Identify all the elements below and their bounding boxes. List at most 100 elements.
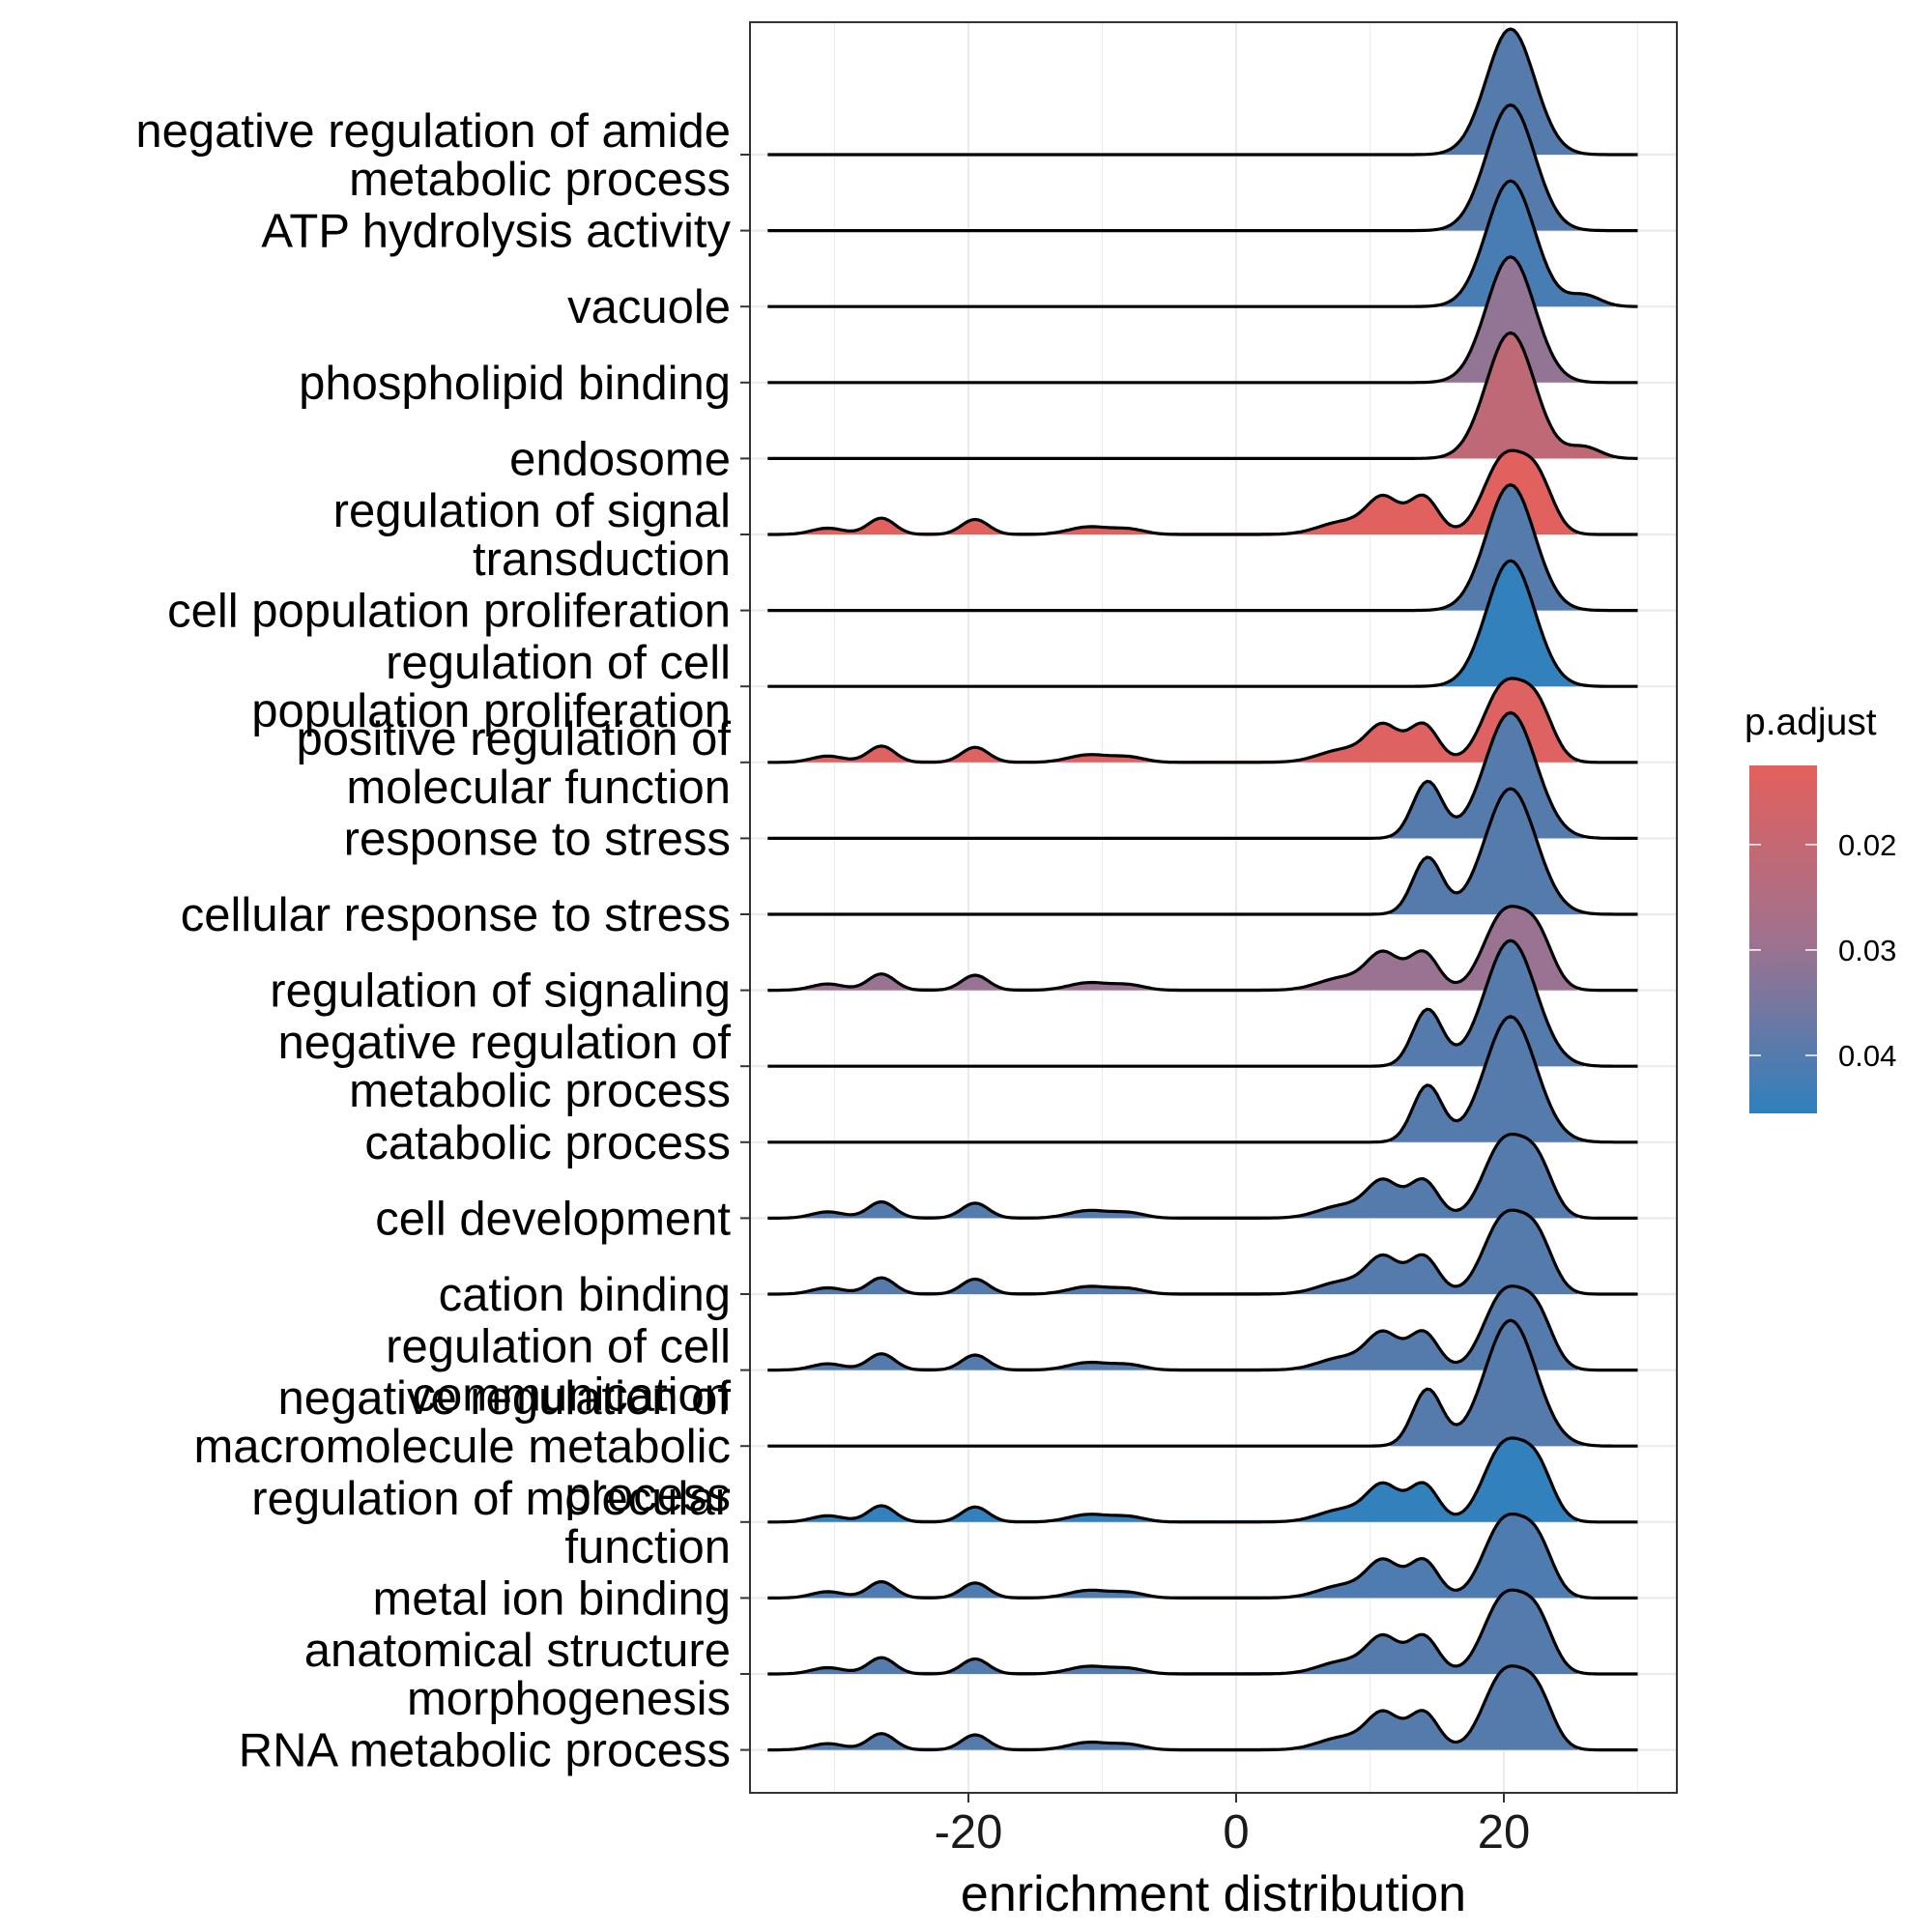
ridge-fill	[800, 1210, 1578, 1294]
ridge	[767, 483, 1638, 613]
ridge-fill	[1440, 104, 1581, 231]
ridge-line	[767, 905, 1638, 993]
ridge-line	[767, 255, 1638, 385]
y-tick-label: RNA metabolic process	[239, 1725, 731, 1777]
ridge-line	[767, 787, 1638, 916]
ridge-line	[767, 1664, 1638, 1752]
ridge-fill	[800, 1134, 1578, 1219]
legend-colorbar	[1749, 765, 1817, 1113]
ridge-fill	[1440, 29, 1581, 155]
legend-ticks: 0.02 0.03 0.04	[1749, 828, 1896, 1073]
ridge-fill	[1390, 789, 1585, 914]
y-tick-label: ATP hydrolysis activity	[261, 206, 731, 258]
y-tick-label: cellular response to stress	[181, 889, 731, 941]
y-tick-label: regulation of cell communication	[386, 1321, 731, 1422]
ridge-line	[767, 1436, 1638, 1524]
ridge	[767, 1588, 1638, 1676]
ridge-fill	[1440, 181, 1615, 307]
y-tick-label: negative regulation of metabolic process	[277, 1017, 731, 1117]
y-tick-label: catabolic process	[364, 1117, 731, 1169]
ridge-line	[767, 1208, 1638, 1296]
y-tick-label: regulation of molecular function	[251, 1473, 731, 1573]
y-tick-label: phospholipid binding	[299, 358, 731, 410]
y-tick-label: metal ion binding	[373, 1572, 731, 1625]
ridge-fill	[800, 450, 1578, 534]
x-tick-label: 0	[1223, 1806, 1249, 1859]
ridge	[767, 1318, 1638, 1448]
legend-tick-label: 0.02	[1838, 828, 1896, 862]
ridge	[767, 331, 1638, 460]
ridge	[767, 1284, 1638, 1372]
ridge-line	[767, 448, 1638, 536]
x-axis-label: enrichment distribution	[961, 1866, 1466, 1922]
ridge-fill	[800, 1438, 1578, 1522]
ridge-line	[767, 1588, 1638, 1676]
y-axis: negative regulation of amide metabolic pr…	[135, 105, 750, 1777]
y-tick-label: cell development	[375, 1193, 731, 1245]
ridge	[767, 787, 1638, 916]
y-tick-label: negative regulation of macromolecule meta…	[193, 1372, 731, 1521]
ridge-line	[767, 677, 1638, 764]
y-tick-label: negative regulation of amide metabolic pr…	[135, 105, 731, 206]
ridge-line	[767, 1133, 1638, 1220]
ridge	[767, 677, 1638, 764]
ridge-line	[767, 1318, 1638, 1448]
ridge-fill	[800, 1514, 1578, 1599]
y-tick-label: regulation of signaling	[270, 966, 731, 1018]
y-tick-label: response to stress	[344, 813, 731, 865]
ridge-fill	[800, 1285, 1578, 1370]
y-tick-label: cation binding	[439, 1269, 731, 1321]
ridge	[767, 255, 1638, 385]
legend-tick-label: 0.03	[1838, 934, 1896, 967]
ridge-line	[767, 559, 1638, 688]
ridge-fill	[800, 678, 1578, 763]
y-tick-label: anatomical structure morphogenesis	[304, 1625, 731, 1725]
ridge	[767, 1015, 1638, 1144]
ridge-fill	[1390, 1016, 1585, 1142]
y-tick-label: vacuole	[567, 281, 731, 333]
x-tick-label: 20	[1478, 1806, 1531, 1859]
y-tick-label: regulation of signal transduction	[333, 485, 731, 586]
ridge	[767, 559, 1638, 688]
ridge-fill	[1440, 484, 1581, 611]
y-tick-label: cell population proliferation	[167, 586, 731, 638]
ridge-line	[767, 331, 1638, 460]
plot-border	[749, 21, 1678, 1794]
ridge-fill	[1390, 1320, 1585, 1447]
legend-tick-label: 0.04	[1838, 1039, 1896, 1073]
y-tick-label: endosome	[509, 433, 731, 485]
ridges	[767, 27, 1638, 1752]
ridge	[767, 710, 1638, 840]
ridge	[767, 1436, 1638, 1524]
ridge-fill	[1440, 561, 1581, 687]
ridge-fill	[800, 1665, 1578, 1750]
ridge-line	[767, 1513, 1638, 1600]
ridge	[767, 1208, 1638, 1296]
ridge-line	[767, 1284, 1638, 1372]
ridge	[767, 1133, 1638, 1220]
ridge-line	[767, 1015, 1638, 1144]
ridge	[767, 938, 1638, 1068]
ridge	[767, 905, 1638, 993]
ridge-line	[767, 710, 1638, 840]
ridge	[767, 1513, 1638, 1600]
ridge	[767, 27, 1638, 157]
ridge	[767, 103, 1638, 233]
y-tick-label: positive regulation of molecular function	[297, 713, 732, 814]
y-tick-label: regulation of cell population proliferati…	[251, 637, 731, 737]
ridge-line	[767, 103, 1638, 233]
ridge-fill	[1390, 940, 1585, 1067]
ridge-line	[767, 179, 1638, 308]
ridge-fill	[1440, 256, 1581, 383]
ridge-line	[767, 483, 1638, 613]
ridge	[767, 179, 1638, 308]
x-tick-label: -20	[935, 1806, 1003, 1859]
ridge-line	[767, 938, 1638, 1068]
x-axis: -20 0 20	[935, 1793, 1531, 1859]
ridge-fill	[800, 1590, 1578, 1674]
ridge	[767, 448, 1638, 536]
ridge	[767, 1664, 1638, 1752]
ridge-line	[767, 27, 1638, 157]
legend: p.adjust 0.02 0.03 0.04	[1745, 702, 1896, 1113]
